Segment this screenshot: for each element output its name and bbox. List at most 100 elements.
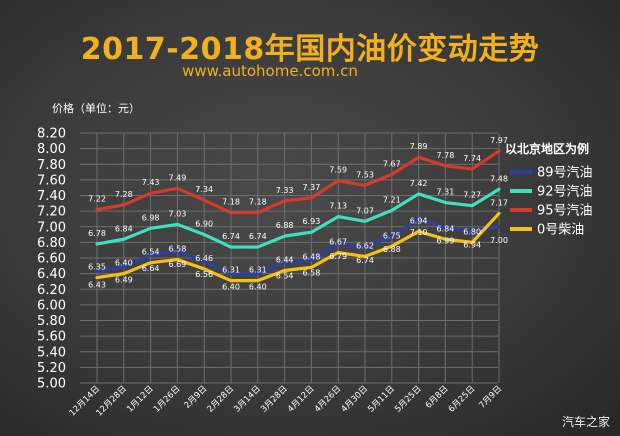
data-label: 7.22 bbox=[88, 195, 106, 204]
data-label: 6.74 bbox=[222, 232, 240, 241]
y-tick-label: 6.60 bbox=[37, 252, 66, 267]
data-label: 6.74 bbox=[356, 256, 374, 265]
x-tick-label: 4月30日 bbox=[340, 384, 371, 415]
y-tick-label: 7.80 bbox=[37, 158, 66, 173]
y-tick-label: 5.60 bbox=[37, 330, 66, 345]
data-label: 6.54 bbox=[142, 248, 160, 257]
data-label: 6.49 bbox=[115, 276, 133, 285]
data-label: 6.98 bbox=[142, 213, 160, 222]
data-label: 7.21 bbox=[383, 195, 401, 204]
data-label: 6.79 bbox=[329, 252, 347, 261]
data-label: 7.28 bbox=[115, 190, 133, 199]
y-tick-label: 7.20 bbox=[37, 205, 66, 220]
watermark: 汽车之家 bbox=[561, 415, 610, 429]
data-label: 6.80 bbox=[463, 227, 481, 236]
x-tick-label: 6月25日 bbox=[447, 384, 478, 415]
data-label: 6.58 bbox=[168, 245, 186, 254]
data-label: 6.54 bbox=[276, 272, 294, 281]
x-tick-label: 4月12日 bbox=[286, 384, 317, 415]
data-label: 6.44 bbox=[276, 256, 294, 265]
data-label: 7.13 bbox=[329, 202, 347, 211]
data-label: 7.00 bbox=[490, 236, 508, 245]
data-label: 7.48 bbox=[490, 174, 508, 183]
data-label: 7.18 bbox=[249, 198, 267, 207]
data-label: 6.93 bbox=[302, 217, 320, 226]
data-label: 6.84 bbox=[115, 224, 133, 233]
data-label: 7.43 bbox=[142, 178, 160, 187]
y-tick-label: 8.20 bbox=[37, 127, 66, 142]
x-tick-label: 5月25日 bbox=[393, 384, 424, 415]
data-label: 6.94 bbox=[410, 216, 428, 225]
series-line bbox=[95, 217, 501, 276]
data-label: 7.89 bbox=[410, 142, 428, 151]
legend: 以北京地区为例 89号汽油 92号汽油 95号汽油 0号柴油 bbox=[505, 141, 593, 238]
series-line bbox=[95, 187, 501, 249]
data-label: 7.49 bbox=[168, 173, 186, 182]
y-tick-label: 5.20 bbox=[37, 361, 66, 376]
data-label: 6.46 bbox=[195, 254, 213, 263]
data-label: 6.62 bbox=[356, 241, 374, 250]
data-label: 6.90 bbox=[195, 220, 213, 229]
x-tick-label: 3月28日 bbox=[259, 384, 290, 415]
data-label: 6.48 bbox=[302, 252, 320, 261]
data-label: 6.35 bbox=[88, 263, 106, 272]
data-label: 7.07 bbox=[356, 206, 374, 215]
y-tick-label: 5.40 bbox=[37, 345, 66, 360]
data-label: 6.69 bbox=[168, 260, 186, 269]
data-label: 6.56 bbox=[195, 270, 213, 279]
y-tick-label: 6.00 bbox=[37, 298, 66, 313]
data-label: 6.88 bbox=[383, 245, 401, 254]
series-line bbox=[95, 149, 501, 215]
y-tick-label: 7.60 bbox=[37, 173, 66, 188]
data-label: 6.31 bbox=[249, 266, 267, 275]
y-tick-label: 5.80 bbox=[37, 314, 66, 329]
y-tick-label: 8.00 bbox=[37, 142, 66, 157]
data-label: 7.67 bbox=[383, 159, 401, 168]
data-label: 6.40 bbox=[249, 283, 267, 292]
legend-label: 95号汽油 bbox=[537, 204, 593, 219]
data-label: 7.33 bbox=[276, 186, 294, 195]
y-tick-label: 7.00 bbox=[37, 220, 66, 235]
y-tick-label: 7.40 bbox=[37, 189, 66, 204]
data-label: 6.40 bbox=[115, 259, 133, 268]
y-tick-labels: 5.005.205.405.605.806.006.206.406.606.80… bbox=[37, 127, 66, 392]
data-label: 7.10 bbox=[410, 228, 428, 237]
data-label: 7.42 bbox=[410, 179, 428, 188]
data-label: 6.67 bbox=[329, 238, 347, 247]
legend-label: 92号汽油 bbox=[537, 185, 593, 200]
data-label: 6.75 bbox=[383, 231, 401, 240]
y-tick-label: 6.40 bbox=[37, 267, 66, 282]
data-label: 7.59 bbox=[329, 166, 347, 175]
data-label: 6.94 bbox=[463, 240, 481, 249]
legend-label: 0号柴油 bbox=[537, 223, 584, 238]
data-label: 6.31 bbox=[222, 266, 240, 275]
x-tick-label: 1月12日 bbox=[125, 384, 156, 415]
data-label: 6.88 bbox=[276, 221, 294, 230]
x-tick-label: 4月26日 bbox=[313, 384, 344, 415]
data-label: 7.34 bbox=[195, 185, 213, 194]
data-label: 7.17 bbox=[490, 198, 508, 207]
y-tick-label: 5.00 bbox=[37, 377, 66, 392]
legend-label: 89号汽油 bbox=[537, 166, 593, 181]
series-line bbox=[95, 211, 501, 283]
data-label: 6.84 bbox=[436, 224, 454, 233]
data-label: 6.78 bbox=[88, 229, 106, 238]
legend-title: 以北京地区为例 bbox=[505, 141, 589, 156]
data-label: 6.40 bbox=[222, 283, 240, 292]
data-label: 7.27 bbox=[463, 191, 481, 200]
data-label: 7.37 bbox=[302, 183, 320, 192]
data-label: 7.97 bbox=[490, 136, 508, 145]
data-label: 7.18 bbox=[222, 198, 240, 207]
y-tick-label: 6.80 bbox=[37, 236, 66, 251]
data-label: 6.99 bbox=[436, 237, 454, 246]
chart-title: 2017-2018年国内油价变动走势 bbox=[80, 32, 540, 67]
data-label: 6.64 bbox=[142, 264, 160, 273]
x-tick-label: 3月14日 bbox=[232, 384, 263, 415]
x-tick-label: 7月9日 bbox=[477, 384, 504, 411]
data-label: 6.43 bbox=[88, 280, 106, 289]
data-labels: 6.43 6.49 6.64 6.69 6.56 6.40 6.40 6.54 6.58 6.79… bbox=[88, 136, 508, 292]
x-tick-label: 1月26日 bbox=[152, 384, 183, 415]
x-tick-label: 5月11日 bbox=[366, 384, 397, 415]
data-label: 7.31 bbox=[436, 188, 454, 197]
